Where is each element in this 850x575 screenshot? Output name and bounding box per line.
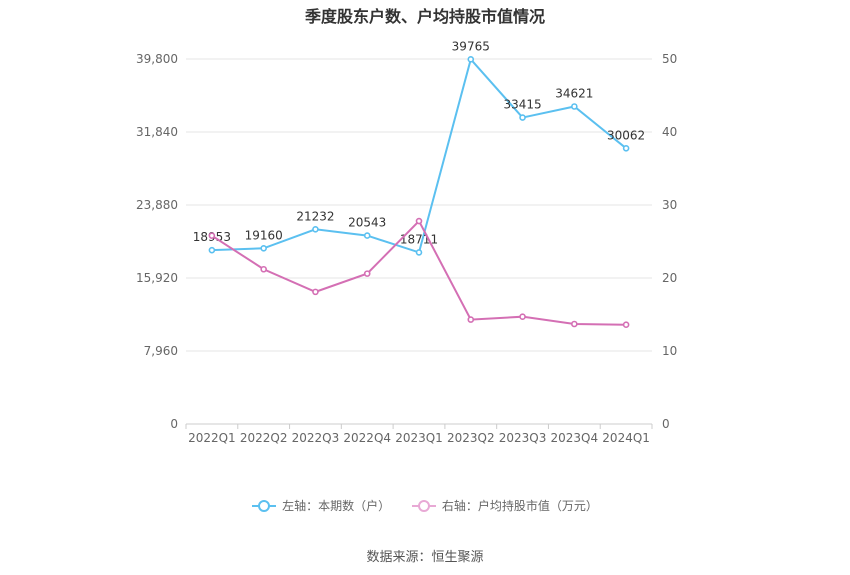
legend-marker-right-icon xyxy=(411,499,436,512)
legend-item-left-series[interactable]: 左轴：本期数（户） xyxy=(252,497,390,514)
data-point-left xyxy=(260,244,267,252)
y-left-tick-label: 15,920 xyxy=(136,271,178,285)
x-tick-label: 2022Q3 xyxy=(292,431,340,445)
data-label: 33415 xyxy=(503,98,541,112)
data-point-left xyxy=(571,103,578,110)
y-right-tick-label: 30 xyxy=(662,198,677,212)
data-point-left xyxy=(622,145,630,152)
x-tick-label: 2023Q4 xyxy=(551,431,599,445)
data-label: 30062 xyxy=(607,128,645,142)
x-tick-label: 2024Q1 xyxy=(602,431,650,445)
data-point-left xyxy=(415,249,423,256)
chart-title: 季度股东户数、户均持股市值情况 xyxy=(304,7,545,26)
y-right-tick-label: 10 xyxy=(662,344,677,358)
data-point-left xyxy=(312,225,319,233)
data-point-right xyxy=(519,313,526,320)
data-label: 34621 xyxy=(555,86,593,100)
data-point-right xyxy=(467,316,475,323)
data-point-right xyxy=(208,232,216,239)
x-tick-label: 2023Q2 xyxy=(447,431,495,445)
data-point-right xyxy=(571,320,578,328)
x-tick-label: 2023Q1 xyxy=(395,431,443,445)
data-point-left xyxy=(363,232,371,239)
data-point-right xyxy=(260,265,267,273)
y-right-tick-label: 40 xyxy=(662,125,677,139)
legend: 左轴：本期数（户） 右轴：户均持股市值（万元） xyxy=(0,497,850,515)
y-left-tick-label: 0 xyxy=(170,417,178,431)
data-source: 数据来源：恒生聚源 xyxy=(366,550,484,565)
data-point-left xyxy=(208,246,216,254)
legend-label-left: 左轴：本期数（户） xyxy=(282,499,391,513)
data-label: 18711 xyxy=(400,232,438,246)
data-point-right xyxy=(363,270,371,277)
y-right-tick-label: 50 xyxy=(662,52,677,66)
data-point-left xyxy=(467,56,475,63)
data-label: 20543 xyxy=(348,216,386,230)
y-left-tick-label: 23,880 xyxy=(136,198,178,212)
data-point-right xyxy=(312,288,319,296)
data-label: 21232 xyxy=(296,209,334,223)
legend-label-right: 右轴：户均持股市值（万元） xyxy=(441,499,598,513)
data-point-right xyxy=(622,321,630,329)
data-label: 39765 xyxy=(452,39,490,53)
y-left-tick-label: 39,800 xyxy=(136,52,178,66)
x-tick-label: 2023Q3 xyxy=(499,431,547,445)
y-right-tick-label: 0 xyxy=(662,417,670,431)
y-left-tick-label: 31,840 xyxy=(136,125,178,139)
x-tick-label: 2022Q4 xyxy=(343,431,391,445)
y-right-tick-label: 20 xyxy=(662,271,677,285)
data-label: 19160 xyxy=(245,228,283,242)
legend-marker-left-icon xyxy=(252,499,277,512)
data-point-right xyxy=(415,217,423,225)
y-left-tick-label: 7,960 xyxy=(144,344,178,358)
data-point-left xyxy=(519,114,526,121)
x-tick-label: 2022Q1 xyxy=(188,431,236,445)
legend-item-right-series[interactable]: 右轴：户均持股市值（万元） xyxy=(411,497,598,514)
x-tick-label: 2022Q2 xyxy=(240,431,288,445)
